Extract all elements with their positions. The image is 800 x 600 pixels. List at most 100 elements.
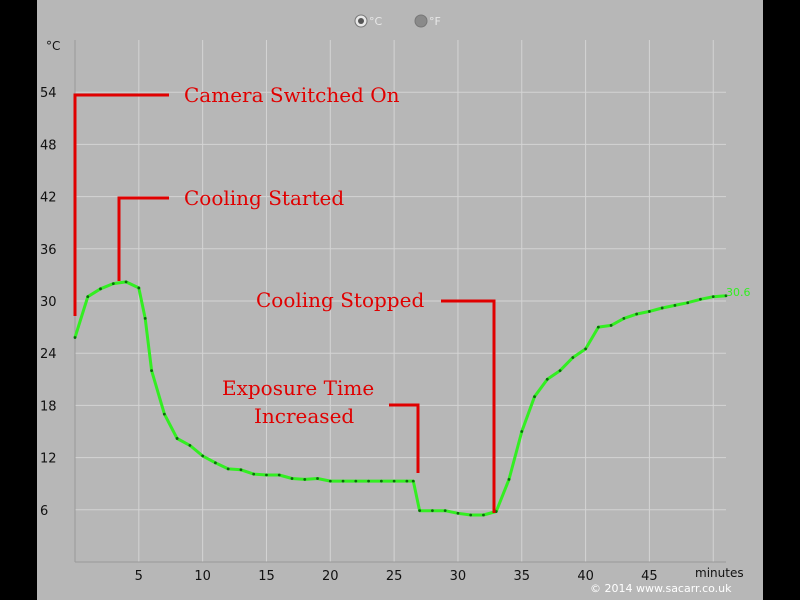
series-point [201, 454, 205, 458]
series-point [150, 369, 153, 372]
series-point [341, 479, 345, 483]
series-point [188, 444, 192, 447]
series-point [520, 430, 524, 433]
chart-panel: °C °F 6 12 18 24 30 36 42 48 54 5 10 15 20 25 30 35 40 4… [37, 0, 763, 600]
series-point [673, 303, 677, 307]
series-point [711, 295, 715, 299]
series-point [367, 479, 370, 483]
annotation-camera-switched-on: Camera Switched On [184, 83, 400, 107]
x-tick-label: 25 [386, 569, 403, 584]
series-point [99, 287, 102, 291]
exposure-time-leader-line [389, 403, 420, 473]
series-point [162, 412, 166, 416]
series-line [73, 280, 727, 517]
series-point [699, 297, 702, 301]
series-point [354, 479, 358, 483]
x-tick-label: 15 [258, 569, 275, 584]
series-point [507, 477, 511, 481]
series-point [265, 473, 268, 477]
x-axis-unit-label: minutes [695, 566, 744, 580]
camera-on-leader-line [73, 93, 169, 316]
series-point [392, 479, 396, 483]
series-point [86, 295, 90, 299]
celsius-label: °C [369, 15, 383, 28]
series-point [609, 323, 613, 327]
series-point [175, 437, 179, 440]
series-point [252, 472, 256, 476]
temperature-chart: °C °F 6 12 18 24 30 36 42 48 54 5 10 15 20 25 30 35 40 4… [40, 14, 751, 595]
y-tick-labels: 6 12 18 24 30 36 42 48 54 [40, 86, 57, 519]
cooling-started-leader-line [117, 196, 169, 281]
series-point [137, 286, 141, 290]
x-tick-label: 20 [322, 569, 339, 584]
series-point [290, 477, 294, 480]
annotation-cooling-started: Cooling Started [184, 186, 344, 210]
y-tick-label: 18 [40, 399, 57, 414]
temperature-series [73, 280, 728, 517]
series-point [379, 479, 383, 483]
series-point [686, 301, 690, 305]
copyright-text: © 2014 www.sacarr.co.uk [590, 582, 732, 595]
series-point [622, 317, 626, 320]
annotation-lines [73, 93, 496, 513]
series-point [494, 510, 498, 513]
annotation-exposure-time: Exposure Time [222, 376, 374, 400]
series-point [226, 467, 230, 471]
series-point [558, 369, 562, 372]
series-point [111, 282, 115, 285]
cooling-stopped-leader-line [441, 299, 496, 513]
x-tick-label: 10 [194, 569, 211, 584]
series-point [214, 461, 217, 465]
celsius-option[interactable]: °C [354, 14, 383, 28]
series-point [328, 479, 332, 483]
series-point [431, 509, 434, 513]
fahrenheit-label: °F [429, 15, 441, 28]
series-point [418, 509, 422, 513]
y-tick-label: 54 [40, 86, 57, 101]
series-point [648, 310, 651, 313]
series-point [239, 468, 243, 472]
fahrenheit-radio-icon[interactable] [414, 14, 428, 28]
x-tick-label: 35 [513, 569, 530, 584]
annotation-cooling-stopped: Cooling Stopped [256, 288, 424, 312]
x-tick-labels: 5 10 15 20 25 30 35 40 45 [135, 569, 658, 584]
x-tick-label: 30 [450, 569, 467, 584]
series-point [660, 306, 664, 310]
series-point [584, 347, 587, 351]
series-end-value-label: 30.6 [726, 286, 751, 299]
y-axis-unit-label: °C [46, 39, 60, 53]
y-tick-label: 24 [40, 347, 57, 362]
y-tick-label: 48 [40, 138, 57, 153]
series-point [303, 477, 307, 481]
series-point [143, 317, 147, 320]
series-point [545, 377, 549, 381]
series-point [443, 509, 447, 513]
series-point [724, 294, 728, 298]
x-tick-label: 40 [577, 569, 594, 584]
chart-grid [75, 40, 726, 562]
series-point [73, 336, 77, 339]
series-point [635, 312, 639, 316]
series-point [596, 325, 600, 329]
series-point [124, 280, 128, 284]
y-tick-label: 12 [40, 452, 57, 467]
series-point [405, 479, 409, 483]
y-tick-label: 42 [40, 191, 57, 206]
y-tick-label: 6 [40, 504, 48, 519]
series-point [411, 479, 415, 483]
series-point [456, 511, 460, 515]
series-point [277, 473, 281, 477]
series-point [482, 513, 485, 517]
unit-toggle[interactable]: °C °F [354, 14, 441, 28]
x-tick-label: 45 [641, 569, 658, 584]
celsius-radio-selected-dot [358, 18, 364, 24]
series-point [533, 395, 536, 399]
series-point [571, 356, 575, 359]
annotation-increased: Increased [254, 404, 354, 428]
series-point [316, 477, 319, 480]
fahrenheit-option[interactable]: °F [414, 14, 441, 28]
y-tick-label: 36 [40, 243, 57, 258]
series-point [469, 513, 473, 517]
x-tick-label: 5 [135, 569, 143, 584]
y-tick-label: 30 [40, 295, 57, 310]
